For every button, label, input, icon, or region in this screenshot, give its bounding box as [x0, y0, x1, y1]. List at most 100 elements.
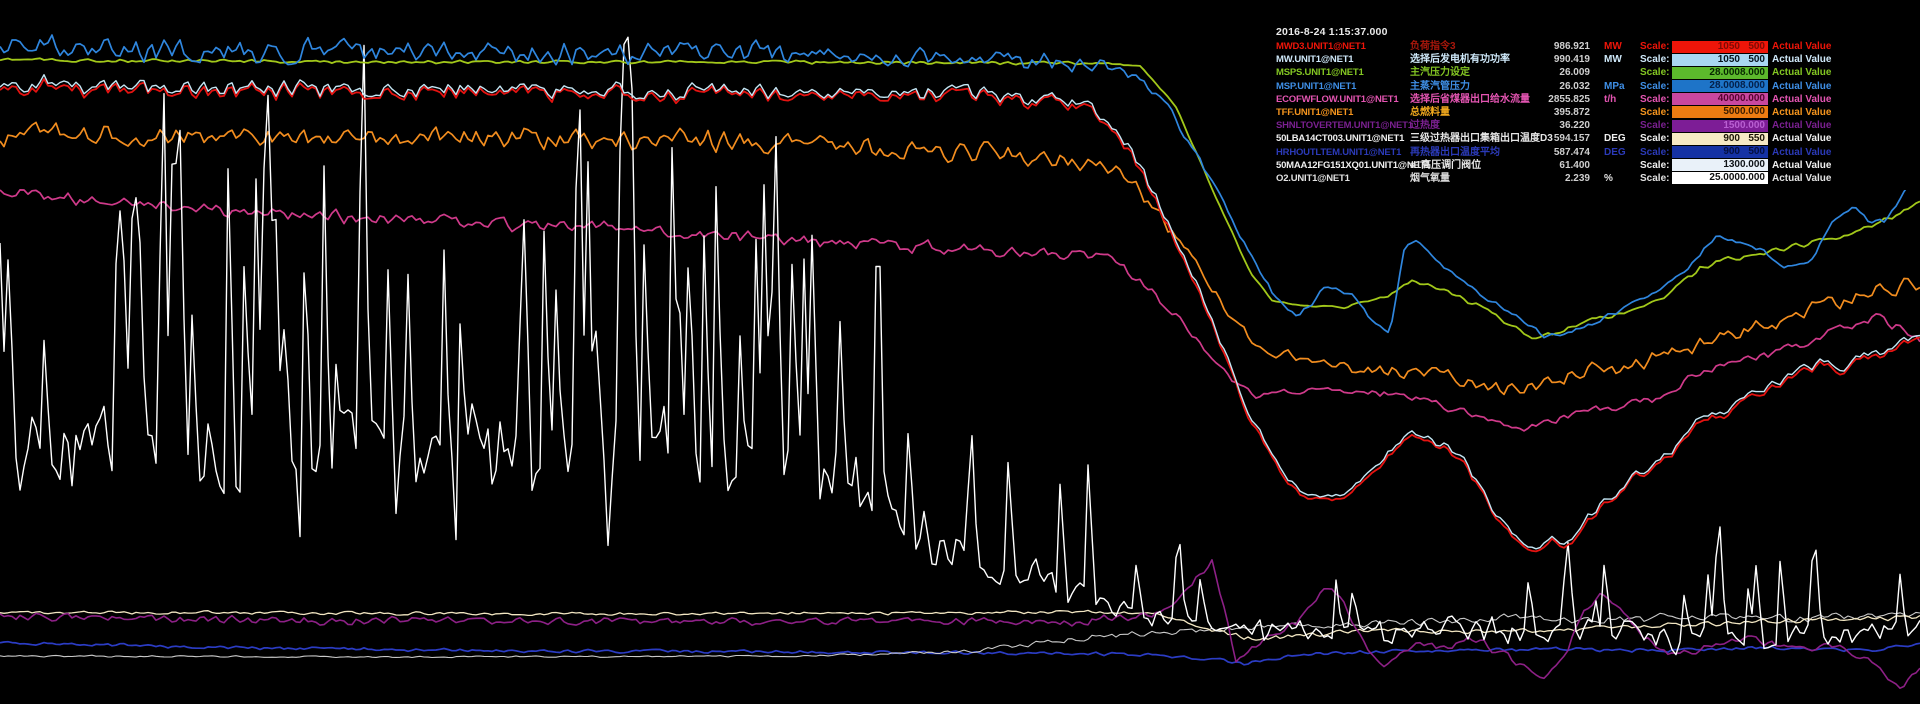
legend-scale-box[interactable]: 900 500: [1672, 146, 1768, 158]
scale-high: 1050: [1717, 53, 1740, 65]
scale-low: 0.000: [1739, 119, 1765, 131]
scale-high: 1050: [1717, 40, 1740, 52]
legend-unit: MW: [1604, 54, 1622, 66]
legend-desc: 三级过热器出口集箱出口温度D3: [1410, 133, 1553, 145]
legend-actual-label: Actual Value: [1772, 80, 1832, 92]
scale-high: 900: [1723, 132, 1740, 144]
legend-row[interactable]: MW.UNIT1@NET1 选择后发电机有功功率 990.419 MW Scale: 10…: [1268, 53, 1920, 66]
legend-value: 990.419: [1553, 54, 1590, 66]
legend-unit: t/h: [1604, 93, 1617, 105]
legend-actual-label: Actual Value: [1772, 93, 1832, 105]
legend-desc: 选择后发电机有功功率: [1410, 54, 1510, 66]
scale-low: 8.000: [1739, 80, 1765, 92]
legend-scale-box[interactable]: 25.000 0.000: [1672, 172, 1768, 185]
legend-desc: 主蒸汽管压力: [1410, 80, 1470, 92]
legend-row[interactable]: 50MAA12FG151XQ01.UNIT1@NET1 #1高压调门阀位 61.40…: [1268, 159, 1920, 172]
legend-row[interactable]: SHNLTOVERTEM.UNIT1@NET1 过热度 36.220 Scale: 15…: [1268, 119, 1920, 132]
legend-actual-label: Actual Value: [1772, 106, 1832, 118]
legend-value: 587.474: [1553, 146, 1590, 158]
scale-high: 28.000: [1709, 66, 1740, 78]
legend-actual-label: Actual Value: [1772, 67, 1832, 79]
legend-value: 36.220: [1559, 120, 1590, 132]
scale-low: 0.000: [1739, 159, 1765, 171]
curve-o2: [0, 611, 1920, 659]
legend-actual-label: Actual Value: [1772, 120, 1832, 132]
scale-low: 500: [1748, 40, 1765, 52]
legend-row[interactable]: TFF.UNIT1@NET1 总燃料量 395.872 Scale: 500 0.000 A…: [1268, 106, 1920, 119]
legend-row[interactable]: O2.UNIT1@NET1 烟气氧量 2.239% Scale: 25.000 0.000…: [1268, 172, 1920, 185]
scale-high: 28.000: [1709, 80, 1740, 92]
legend-tag: MW.UNIT1@NET1: [1276, 54, 1354, 66]
scale-low: 0.000: [1739, 106, 1765, 118]
legend-scale-label: Scale:: [1640, 54, 1670, 66]
legend-desc: 负荷指令3: [1410, 41, 1456, 52]
legend-row[interactable]: MSPS.UNIT1@NET1 主汽压力设定 26.009 Scale: 28.000 8…: [1268, 66, 1920, 79]
scale-high: 4000: [1717, 93, 1740, 105]
legend-actual-label: Actual Value: [1772, 172, 1832, 184]
legend-scale-label: Scale:: [1640, 133, 1670, 145]
curve-load-demand: [0, 78, 1920, 553]
legend-actual-label: Actual Value: [1772, 54, 1832, 66]
legend-scale-label: Scale:: [1640, 146, 1670, 158]
scale-low: 0.000: [1739, 93, 1765, 105]
legend-actual-label: Actual Value: [1772, 41, 1832, 52]
legend-scale-box[interactable]: 28.000 8.000: [1672, 80, 1768, 93]
legend-scale-box[interactable]: 1050 500: [1672, 53, 1768, 66]
curve-ms-pressure-setpoint: [0, 57, 1920, 340]
legend-scale-box[interactable]: 130 0.000: [1672, 159, 1768, 172]
scale-low: 550: [1748, 132, 1765, 144]
legend-scale-label: Scale:: [1640, 172, 1670, 184]
legend-scale-box[interactable]: 500 0.000: [1672, 106, 1768, 119]
legend-unit: DEG: [1604, 133, 1626, 145]
legend-desc: 过热度: [1410, 120, 1440, 132]
legend-scale-label: Scale:: [1640, 159, 1670, 171]
legend-desc: 总燃料量: [1410, 106, 1450, 118]
scale-high: 25.000: [1709, 172, 1740, 184]
legend-value: 61.400: [1559, 159, 1590, 171]
legend-tag: HRHOUTLTEM.UNIT1@NET1: [1276, 146, 1402, 158]
scale-low: 500: [1748, 146, 1765, 157]
legend-value: 26.032: [1559, 80, 1590, 92]
legend-value: 986.921: [1553, 41, 1590, 52]
legend-actual-label: Actual Value: [1772, 146, 1832, 158]
legend-scale-box[interactable]: 150 0.000: [1672, 119, 1768, 132]
legend-row[interactable]: MWD3.UNIT1@NET1 负荷指令3 986.921 MW Scale: 1050 5…: [1268, 40, 1920, 53]
scale-low: 500: [1748, 53, 1765, 65]
legend-tag: MSP.UNIT1@NET1: [1276, 80, 1357, 92]
legend-tag: 50MAA12FG151XQ01.UNIT1@NET1: [1276, 159, 1431, 171]
legend-scale-box[interactable]: 28.000 8.000: [1672, 66, 1768, 79]
legend-desc: 再热器出口温度平均: [1410, 146, 1500, 158]
legend-value: 2855.825: [1548, 93, 1590, 105]
legend-actual-label: Actual Value: [1772, 159, 1832, 171]
legend-tag: MSPS.UNIT1@NET1: [1276, 67, 1364, 79]
legend-scale-label: Scale:: [1640, 67, 1670, 79]
scale-high: 500: [1723, 106, 1740, 118]
legend-desc: 选择后省煤器出口给水流量: [1410, 93, 1530, 105]
trend-legend[interactable]: 2016-8-24 1:15:37.000 MWD3.UNIT1@NET1 负荷指…: [1268, 0, 1920, 190]
legend-value: 26.009: [1559, 67, 1590, 79]
curve-generator-power: [0, 73, 1920, 550]
legend-row[interactable]: MSP.UNIT1@NET1 主蒸汽管压力 26.032 MPa Scale: 28.00…: [1268, 80, 1920, 93]
legend-row[interactable]: 50LBA14CT003.UNIT1@NET1 三级过热器出口集箱出口温度D3 59…: [1268, 132, 1920, 145]
legend-desc: 烟气氧量: [1410, 172, 1450, 184]
legend-tag: SHNLTOVERTEM.UNIT1@NET1: [1276, 120, 1413, 132]
legend-tag: TFF.UNIT1@NET1: [1276, 106, 1354, 118]
legend-scale-box[interactable]: 900 550: [1672, 132, 1768, 145]
scale-high: 900: [1723, 146, 1740, 157]
legend-scale-label: Scale:: [1640, 93, 1670, 105]
legend-scale-label: Scale:: [1640, 120, 1670, 132]
legend-scale-label: Scale:: [1640, 80, 1670, 92]
legend-unit: MW: [1604, 41, 1622, 52]
legend-unit: %: [1604, 172, 1613, 184]
legend-scale-box[interactable]: 4000 0.000: [1672, 93, 1768, 106]
trend-timestamp: 2016-8-24 1:15:37.000: [1276, 26, 1388, 38]
curve-sh3-outlet-temp-d3: [0, 609, 1920, 641]
legend-scale-box[interactable]: 1050 500: [1672, 40, 1768, 53]
legend-value: 594.157: [1553, 133, 1590, 145]
legend-row[interactable]: ECOFWFLOW.UNIT1@NET1 选择后省煤器出口给水流量 2855.825…: [1268, 93, 1920, 106]
legend-row[interactable]: HRHOUTLTEM.UNIT1@NET1 再热器出口温度平均 587.474 DEG…: [1268, 146, 1920, 159]
legend-unit: DEG: [1604, 146, 1626, 158]
scale-high: 150: [1723, 119, 1740, 131]
